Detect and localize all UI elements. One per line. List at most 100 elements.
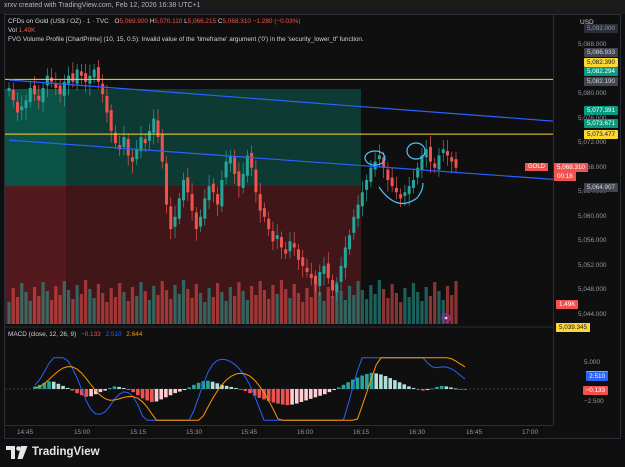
macd-title: MACD (close, 12, 26, 9): [8, 331, 77, 338]
macd-hist-bar: [411, 387, 416, 389]
macd-hist-value: −0.133: [80, 331, 101, 338]
macd-hist-bar: [154, 389, 159, 402]
volume-bar: [96, 284, 100, 324]
candle-body: [147, 130, 151, 141]
macd-hist-bar: [257, 389, 262, 398]
high-label: H: [149, 18, 155, 25]
price-axis-label: 5,073.671: [583, 118, 618, 128]
volume-marker[interactable]: 1.49K: [556, 293, 579, 311]
snapshot-header: xrxv created with TradingView.com, Feb 1…: [0, 0, 625, 14]
volume-bar: [58, 295, 62, 324]
close-value: 5,068.310: [222, 18, 251, 25]
time-axis[interactable]: 14:45 15:00 15:15 15:30 15:45 16:00 16:15 16:30…: [5, 425, 553, 440]
candle-body: [271, 230, 275, 242]
macd-hist-bar: [285, 389, 290, 406]
macd-hist-bar: [308, 389, 313, 399]
volume-bar: [386, 298, 390, 324]
macd-hist-bar: [425, 389, 430, 391]
volume-legend[interactable]: Vol 1.49K: [8, 27, 35, 34]
volume-bar: [313, 283, 318, 324]
volume-bar: [135, 296, 139, 324]
macd-hist-bar: [84, 389, 89, 397]
head-marker-left: [364, 150, 386, 166]
candle-body: [237, 171, 241, 187]
macd-hist-bar: [374, 373, 378, 389]
price-axis-label: 5,064.907: [583, 182, 618, 192]
candle-body: [245, 155, 249, 176]
macd-hist-bar: [421, 389, 425, 391]
volume-bar: [241, 291, 245, 324]
macd-hist-bar: [224, 385, 229, 389]
macd-tick-label: −2.500: [584, 398, 604, 405]
volume-bar: [160, 281, 164, 324]
candle-body: [207, 186, 211, 201]
macd-hist-bar: [322, 389, 327, 395]
trendline-upper[interactable]: [8, 79, 553, 122]
chart-frame: CFDs on Gold (US$ / OZ) · 1 · TVC O5,069…: [4, 14, 621, 439]
candle-body: [75, 69, 79, 84]
macd-hist-bar: [122, 387, 126, 389]
macd-hist-bar: [47, 381, 51, 389]
candle-body: [296, 249, 300, 260]
macd-hist-bar: [187, 387, 192, 389]
volume-ma-tag: 5,039.345: [556, 323, 591, 332]
candle-body: [152, 118, 156, 133]
candle-body: [399, 194, 403, 199]
symbol-legend[interactable]: CFDs on Gold (US$ / OZ) · 1 · TVC O5,069…: [8, 18, 300, 25]
open-value: 5,069.900: [119, 18, 148, 25]
volume-bar: [365, 299, 369, 324]
close-label: C: [217, 18, 223, 25]
replay-icon[interactable]: [441, 313, 451, 323]
macd-legend[interactable]: MACD (close, 12, 26, 9) −0.133 2.510 2.6…: [8, 331, 142, 338]
candle-body: [190, 194, 194, 211]
candle-body: [411, 180, 415, 188]
price-tick-label: 5,088.000: [578, 41, 607, 48]
candle-body: [216, 194, 220, 205]
volume-bar: [207, 288, 211, 324]
price-chart[interactable]: [5, 15, 553, 425]
time-tick-label: 16:30: [409, 429, 425, 436]
macd-hist-bar: [107, 387, 112, 389]
volume-bar: [441, 300, 445, 324]
candle-body: [109, 110, 113, 131]
volume-bars: [7, 280, 458, 324]
macd-hist-bar: [98, 389, 103, 393]
time-tick-label: 16:15: [353, 429, 369, 436]
candle-body: [424, 149, 428, 158]
volume-bar: [88, 289, 92, 324]
candle-body: [126, 138, 130, 156]
volume-bar: [198, 293, 203, 324]
trendline-lower[interactable]: [8, 139, 553, 180]
macd-hist-bar: [196, 382, 201, 389]
candle-body: [79, 71, 83, 76]
volume-bar: [288, 298, 292, 324]
volume-bar: [164, 290, 169, 324]
volume-bar: [7, 302, 11, 324]
volume-bar: [369, 285, 373, 324]
candle-body: [318, 272, 322, 287]
candle-body: [437, 155, 441, 170]
candle-body: [7, 87, 11, 92]
macd-hist-bar: [463, 389, 467, 390]
price-tick-label: 5,076.000: [578, 115, 606, 122]
volume-bar: [194, 284, 198, 324]
macd-hist-bar: [407, 386, 411, 389]
currency-label[interactable]: USD: [580, 19, 594, 26]
macd-hist-bar: [397, 382, 402, 389]
volume-ma-marker[interactable]: 5,039.345: [556, 316, 591, 334]
volume-tag: 1.49K: [556, 300, 579, 309]
volume-bar: [186, 289, 190, 324]
macd-hist-bar: [313, 389, 318, 398]
macd-hist-bar: [266, 389, 271, 401]
volume-bar: [437, 291, 441, 324]
macd-hist-bar: [252, 389, 257, 396]
macd-hist-bar: [70, 389, 75, 391]
macd-hist-bar: [210, 381, 215, 389]
candle-body: [279, 237, 283, 248]
macd-axis-label: −0.133: [582, 385, 608, 395]
volume-bar: [271, 285, 275, 324]
time-tick-label: 14:45: [17, 429, 33, 436]
price-axis[interactable]: USD 5,088.000 5,080.000 5,076.000 5,072.000…: [524, 15, 622, 425]
volume-bar: [126, 301, 130, 324]
volume-bar: [220, 292, 224, 324]
